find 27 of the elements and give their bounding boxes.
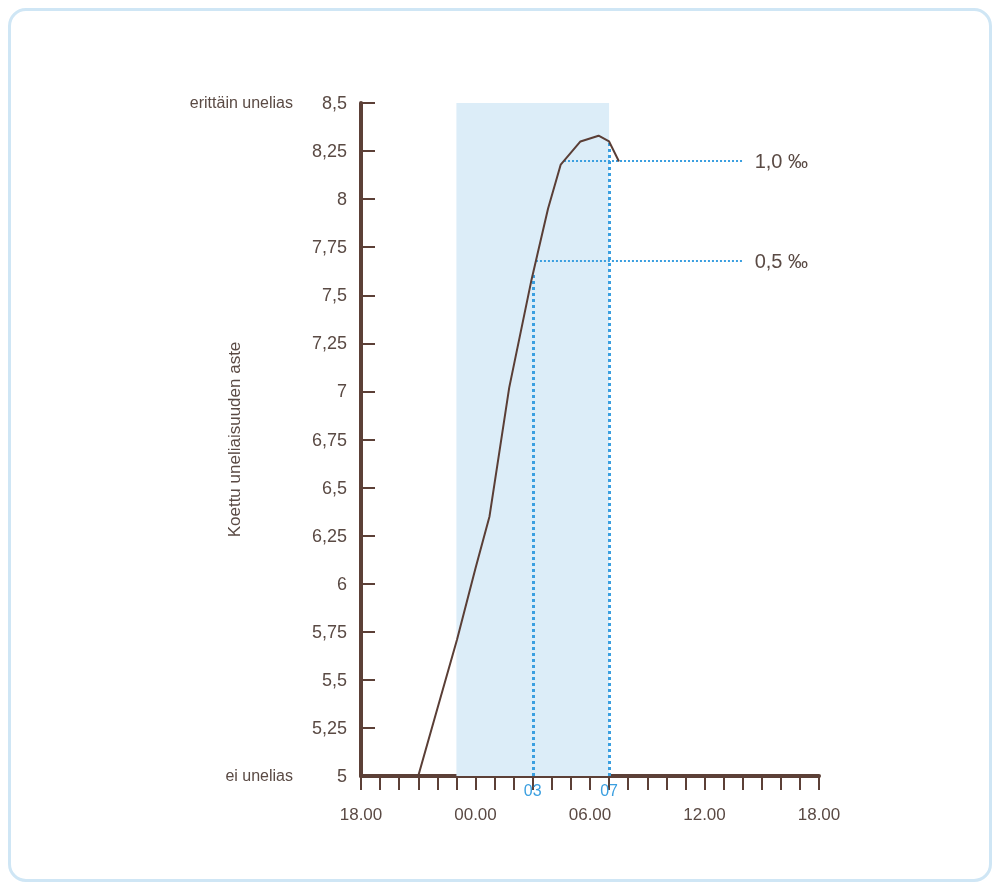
x-tick-label: 18.00 <box>797 805 841 824</box>
y-tick-label: 5 <box>336 766 347 786</box>
x-tick-label: 06.00 <box>568 805 612 824</box>
y-axis-title: Koettu uneliaisuuden aste <box>225 341 244 538</box>
text: ei unelias <box>225 766 293 784</box>
y-tick-label: 6,25 <box>311 525 347 546</box>
ref-line-label: 07 <box>600 781 619 799</box>
x-tick-label: 00.00 <box>454 805 497 824</box>
y-tick-label: 7 <box>336 381 347 402</box>
ref-line-label: 1,0 ‰ <box>754 149 809 172</box>
text: erittäin unelias <box>189 93 293 111</box>
ref-line-label: 03 <box>523 781 542 799</box>
y-tick-label: 8,25 <box>311 141 347 162</box>
ref-line-label: 0,5 ‰ <box>754 249 809 272</box>
y-tick-label: 6,5 <box>321 477 347 498</box>
y-tick-label: 7,25 <box>311 333 347 354</box>
y-tick-label: 6 <box>336 573 347 594</box>
x-tick-label: 12.00 <box>683 805 726 824</box>
x-tick-label: 18.00 <box>339 805 383 824</box>
y-tick-label: 7,75 <box>311 237 347 258</box>
y-tick-label: 5,75 <box>311 621 347 642</box>
y-tick-label: 6,75 <box>311 429 347 450</box>
y-tick-label: 8,5 <box>321 93 347 113</box>
y-tick-label: 5,25 <box>311 717 347 738</box>
y-tick-label: 8 <box>336 189 347 210</box>
y-tick-label: 5,5 <box>321 669 347 690</box>
y-tick-label: 7,5 <box>321 285 347 306</box>
